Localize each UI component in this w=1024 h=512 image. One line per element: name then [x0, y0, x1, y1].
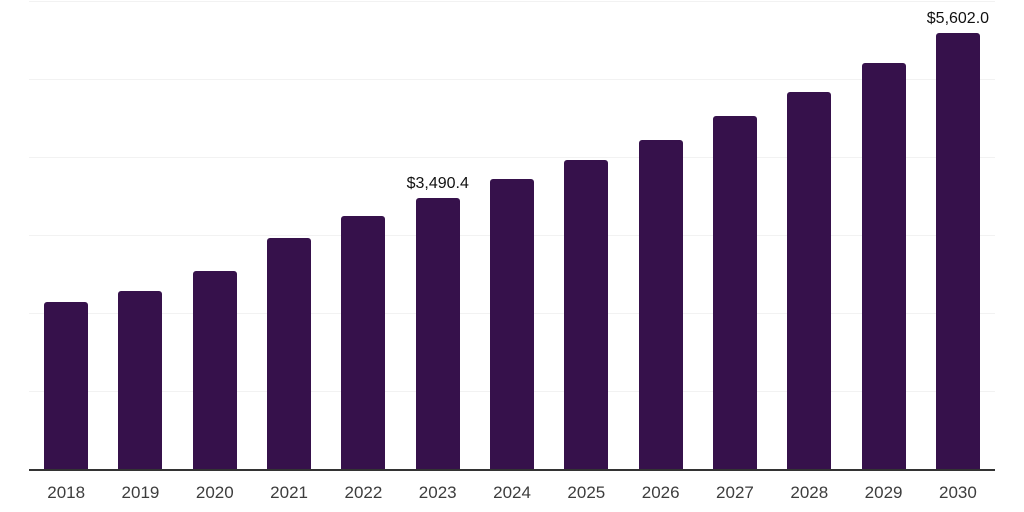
- bar-slot: [624, 2, 698, 470]
- bar: [490, 179, 535, 470]
- bar: [415, 197, 460, 470]
- plot-area: $3,490.4 $5,602.0: [29, 1, 995, 470]
- bar-slot: [103, 2, 177, 470]
- x-axis-tick-label: 2019: [121, 483, 160, 502]
- bar-slot: [475, 2, 549, 470]
- x-axis-tick-label: 2029: [864, 483, 903, 502]
- gridline: [29, 79, 995, 80]
- bar-slot: [772, 2, 846, 470]
- bar: [192, 270, 237, 470]
- bar-slot: [326, 2, 400, 470]
- bar-value-label: $5,602.0: [926, 10, 990, 27]
- x-axis-tick-label: 2021: [270, 483, 308, 502]
- gridline: [29, 157, 995, 158]
- bar-slot: [549, 2, 623, 470]
- bar: [564, 160, 609, 470]
- x-axis-tick-label: 2020: [195, 483, 234, 502]
- x-axis-tick-label: 2030: [938, 483, 977, 502]
- x-axis-tick-label: 2028: [790, 483, 829, 502]
- x-axis-tick-label: 2025: [567, 483, 606, 502]
- x-axis-tick-labels: 2018 2019 2020 2021 2022 2023 2024 2025 2026 2027…: [29, 483, 995, 503]
- bar-slot: $3,490.4: [401, 2, 475, 470]
- bar: [118, 290, 163, 470]
- bar: [861, 62, 906, 470]
- bar: [267, 237, 312, 470]
- x-axis-tick-label: 2022: [344, 483, 383, 502]
- gridline: [29, 1, 995, 2]
- bar: [712, 115, 757, 470]
- x-axis-tick-label: 2024: [493, 483, 531, 502]
- x-axis-tick-label: 2023: [418, 483, 457, 502]
- bars-container: $3,490.4 $5,602.0: [29, 2, 995, 470]
- x-axis-line: [29, 469, 995, 471]
- x-axis-tick-label: 2027: [716, 483, 754, 502]
- bar-slot: [29, 2, 103, 470]
- bar: [341, 215, 386, 470]
- bar: [638, 139, 683, 470]
- x-axis-tick-label: 2018: [47, 483, 86, 502]
- x-axis-tick-label: 2026: [641, 483, 680, 502]
- bar-slot: [252, 2, 326, 470]
- bar: [44, 301, 89, 470]
- bar-slot: $5,602.0: [921, 2, 995, 470]
- bar: [935, 33, 980, 470]
- bar-slot: [846, 2, 920, 470]
- bar-slot: [698, 2, 772, 470]
- bar-value-label: $3,490.4: [406, 174, 469, 192]
- bar-slot: [178, 2, 252, 470]
- bar: [787, 91, 832, 470]
